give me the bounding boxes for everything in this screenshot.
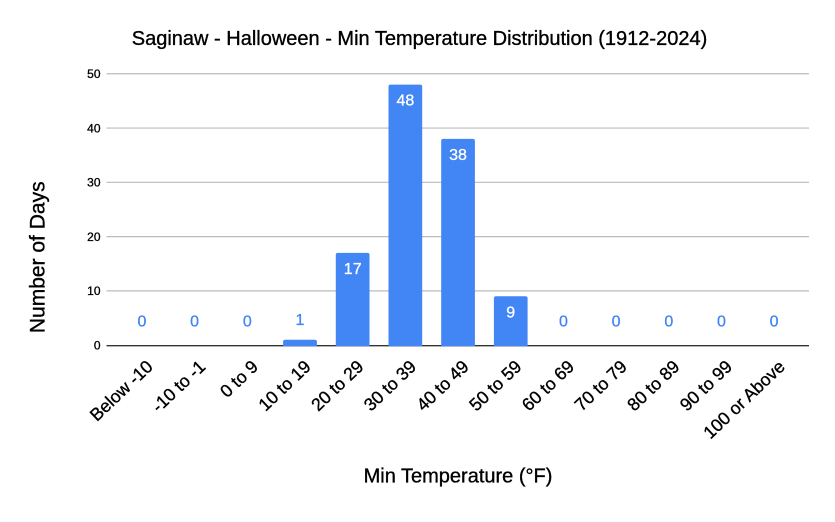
svg-text:50: 50 [87, 67, 101, 81]
svg-text:0: 0 [190, 313, 199, 330]
svg-text:48: 48 [397, 93, 415, 110]
svg-text:0: 0 [612, 313, 621, 330]
svg-text:0: 0 [94, 339, 101, 353]
svg-text:38: 38 [449, 147, 467, 164]
svg-text:0: 0 [243, 313, 252, 330]
svg-text:0: 0 [138, 313, 147, 330]
svg-text:1: 1 [296, 312, 305, 329]
svg-text:0: 0 [770, 313, 779, 330]
svg-text:30: 30 [87, 176, 101, 190]
svg-text:17: 17 [344, 261, 362, 278]
svg-text:20: 20 [87, 230, 101, 244]
svg-text:0: 0 [717, 313, 726, 330]
svg-text:0: 0 [559, 313, 568, 330]
svg-text:10: 10 [87, 284, 101, 298]
svg-text:9: 9 [506, 304, 515, 321]
svg-text:Min Temperature (°F): Min Temperature (°F) [364, 466, 553, 488]
svg-text:40: 40 [87, 121, 101, 135]
svg-text:Saginaw - Halloween - Min Temp: Saginaw - Halloween - Min Temperature Di… [132, 28, 707, 50]
svg-text:0: 0 [664, 313, 673, 330]
svg-text:Number of Days: Number of Days [26, 181, 49, 333]
